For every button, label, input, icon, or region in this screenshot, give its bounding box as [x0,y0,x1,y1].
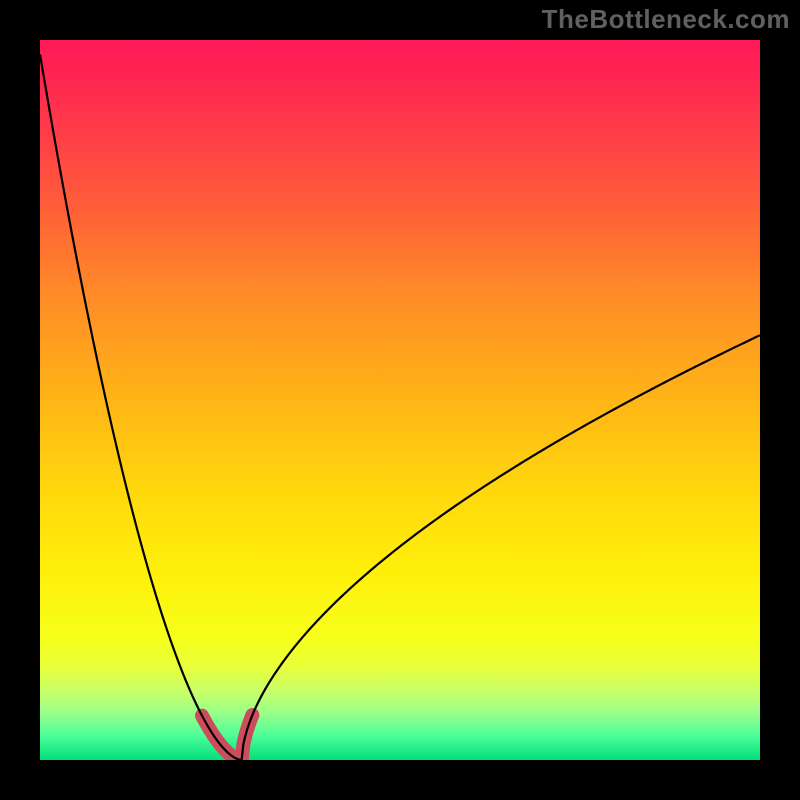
curve-line [40,54,760,760]
watermark-text: TheBottleneck.com [542,4,790,35]
curve-layer [40,40,760,760]
chart-canvas: TheBottleneck.com [0,0,800,800]
plot-area [40,40,760,760]
